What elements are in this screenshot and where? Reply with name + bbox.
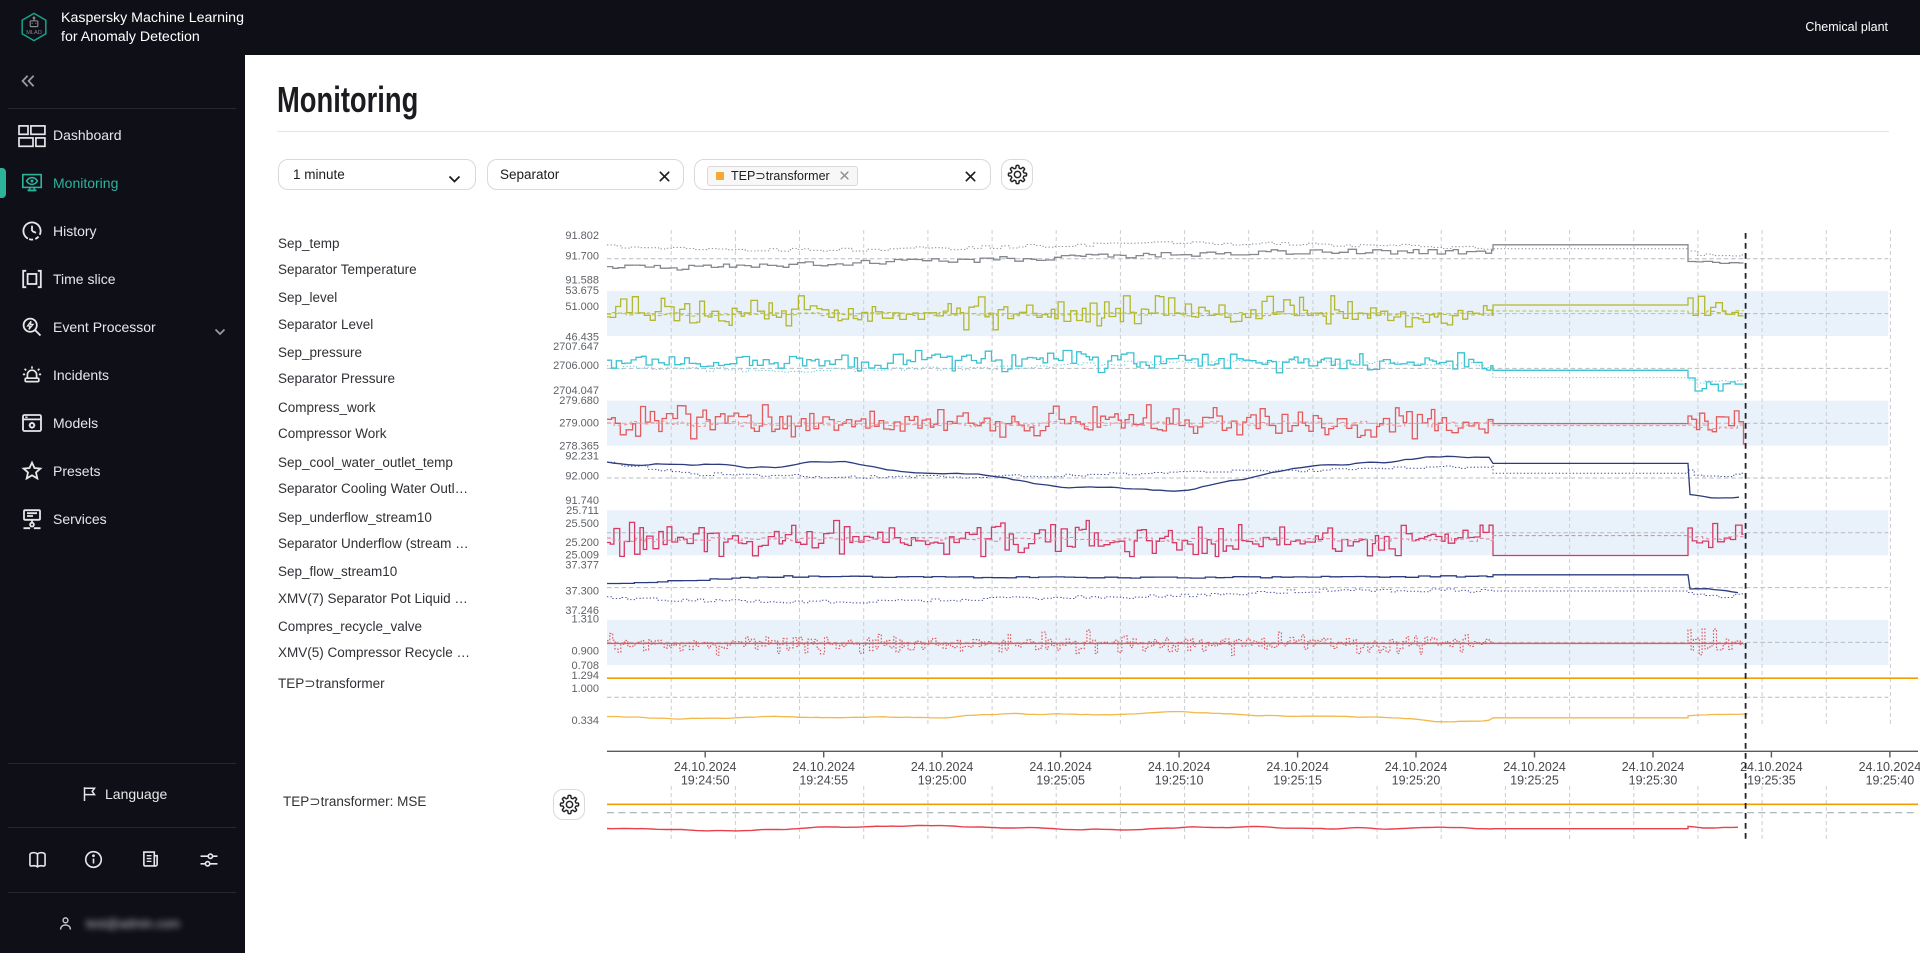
svg-text:24.10.2024: 24.10.2024: [792, 760, 855, 774]
svg-text:51.000: 51.000: [565, 301, 599, 313]
svg-text:24.10.2024: 24.10.2024: [1859, 760, 1920, 774]
svg-text:19:25:20: 19:25:20: [1392, 774, 1441, 788]
svg-text:279.680: 279.680: [559, 395, 599, 407]
svg-text:279.000: 279.000: [559, 417, 599, 429]
svg-text:1.294: 1.294: [571, 670, 599, 682]
svg-text:1.000: 1.000: [571, 683, 599, 695]
svg-text:53.675: 53.675: [565, 285, 599, 297]
svg-text:19:25:10: 19:25:10: [1155, 774, 1204, 788]
svg-text:19:25:35: 19:25:35: [1747, 774, 1796, 788]
svg-text:25.500: 25.500: [565, 518, 599, 530]
svg-text:19:25:25: 19:25:25: [1510, 774, 1559, 788]
svg-text:2706.000: 2706.000: [553, 360, 599, 372]
svg-text:91.740: 91.740: [565, 495, 599, 507]
svg-text:19:25:00: 19:25:00: [918, 774, 967, 788]
svg-text:37.300: 37.300: [565, 585, 599, 597]
svg-text:37.246: 37.246: [565, 605, 599, 617]
svg-text:25.200: 25.200: [565, 537, 599, 549]
svg-text:19:24:55: 19:24:55: [799, 774, 848, 788]
svg-text:19:25:30: 19:25:30: [1629, 774, 1678, 788]
svg-text:19:25:05: 19:25:05: [1036, 774, 1085, 788]
svg-text:24.10.2024: 24.10.2024: [1266, 760, 1329, 774]
svg-text:19:25:15: 19:25:15: [1273, 774, 1322, 788]
svg-text:25.711: 25.711: [566, 505, 599, 517]
svg-text:2707.647: 2707.647: [553, 341, 599, 353]
svg-text:19:25:40: 19:25:40: [1866, 774, 1915, 788]
svg-text:24.10.2024: 24.10.2024: [1503, 760, 1566, 774]
svg-text:19:24:50: 19:24:50: [681, 774, 730, 788]
svg-text:92.000: 92.000: [565, 470, 599, 482]
svg-text:24.10.2024: 24.10.2024: [674, 760, 737, 774]
svg-text:0.708: 0.708: [571, 660, 599, 672]
svg-text:2704.047: 2704.047: [553, 385, 599, 397]
svg-text:1.310: 1.310: [571, 614, 599, 626]
svg-text:0.900: 0.900: [571, 646, 599, 658]
svg-text:0.334: 0.334: [571, 715, 599, 727]
svg-text:37.377: 37.377: [565, 559, 599, 571]
svg-text:24.10.2024: 24.10.2024: [1740, 760, 1803, 774]
svg-text:25.009: 25.009: [565, 549, 599, 561]
svg-text:MLAD: MLAD: [26, 30, 42, 36]
svg-text:91.588: 91.588: [565, 274, 599, 286]
svg-text:46.435: 46.435: [565, 332, 599, 344]
svg-text:91.802: 91.802: [565, 230, 599, 242]
svg-text:24.10.2024: 24.10.2024: [1622, 760, 1685, 774]
svg-text:24.10.2024: 24.10.2024: [1029, 760, 1092, 774]
svg-text:24.10.2024: 24.10.2024: [911, 760, 974, 774]
svg-text:24.10.2024: 24.10.2024: [1148, 760, 1211, 774]
svg-text:92.231: 92.231: [565, 451, 599, 463]
svg-text:91.700: 91.700: [565, 251, 599, 263]
svg-text:278.365: 278.365: [559, 441, 599, 453]
svg-text:24.10.2024: 24.10.2024: [1385, 760, 1448, 774]
